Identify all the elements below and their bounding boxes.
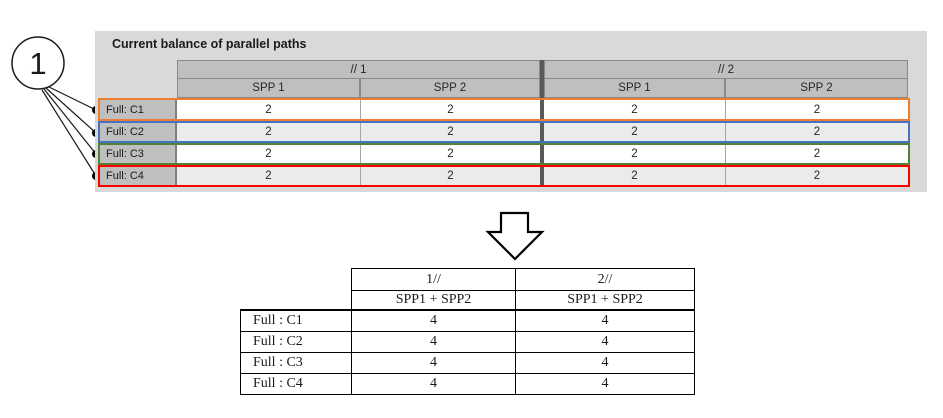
cell-c3-p1-spp2: 2 [360, 145, 540, 163]
group-header-p2: // 2 [544, 60, 908, 79]
spacer-cell [240, 290, 352, 311]
callout-line-c3 [43, 88, 97, 155]
bottom-row-label-c2: Full : C2 [240, 331, 352, 353]
bottom-group-header-2: 2// [515, 268, 695, 291]
cell-c2-p1-spp2: 2 [360, 123, 540, 141]
group-divider [540, 60, 544, 98]
aggregated-table: 1// 2// SPP1 + SPP2 SPP1 + SPP2 Full : C… [240, 268, 695, 395]
cell-c3-p2-spp2: 2 [725, 145, 908, 163]
bottom-cell-c1-1: 4 [351, 309, 516, 332]
cell-c4-p1-spp2: 2 [360, 167, 540, 185]
group-divider-segment [540, 167, 544, 185]
down-arrow-icon [485, 211, 545, 261]
cell-c3-p1-spp1: 2 [177, 145, 360, 163]
group-divider-segment [540, 123, 544, 141]
bottom-subheader-1: SPP1 + SPP2 [351, 290, 516, 311]
table-row-c1: Full: C1 2 2 2 2 [98, 98, 910, 121]
cell-c1-p2-spp1: 2 [544, 100, 725, 119]
cell-c1-p1-spp2: 2 [360, 100, 540, 119]
bottom-row-label-c3: Full : C3 [240, 352, 352, 374]
table-row-c2: Full: C2 2 2 2 2 [98, 121, 910, 143]
subheader-p1-spp1: SPP 1 [177, 78, 360, 98]
callout-circle [11, 36, 65, 90]
row-label-c3: Full: C3 [100, 145, 177, 163]
subheader-p2-spp2: SPP 2 [725, 78, 908, 98]
cell-c4-p1-spp1: 2 [177, 167, 360, 185]
group-divider-segment [540, 145, 544, 163]
callout-number: 1 [29, 46, 46, 81]
panel-title: Current balance of parallel paths [112, 37, 307, 51]
bottom-subheader-2: SPP1 + SPP2 [515, 290, 695, 311]
cell-c2-p2-spp1: 2 [544, 123, 725, 141]
bottom-cell-c2-2: 4 [515, 331, 695, 353]
subheader-p2-spp1: SPP 1 [544, 78, 725, 98]
cell-c3-p2-spp1: 2 [544, 145, 725, 163]
bottom-cell-c3-1: 4 [351, 352, 516, 374]
cell-c2-p1-spp1: 2 [177, 123, 360, 141]
bottom-row-label-c1: Full : C1 [240, 309, 352, 332]
current-balance-panel: Current balance of parallel paths // 1 /… [95, 31, 927, 192]
callout-line-c4 [41, 89, 97, 177]
row-label-c1: Full: C1 [100, 100, 177, 119]
table-row-c4: Full: C4 2 2 2 2 [98, 165, 910, 187]
group-divider-segment [540, 100, 544, 119]
bottom-row-label-c4: Full : C4 [240, 373, 352, 395]
bottom-cell-c2-1: 4 [351, 331, 516, 353]
group-header-p1: // 1 [177, 60, 540, 79]
callout-line-c1 [46, 85, 97, 111]
cell-c4-p2-spp2: 2 [725, 167, 908, 185]
table-row-c3: Full: C3 2 2 2 2 [98, 143, 910, 165]
bottom-cell-c3-2: 4 [515, 352, 695, 374]
bottom-group-header-1: 1// [351, 268, 516, 291]
callout-line-c2 [45, 87, 97, 134]
row-label-c2: Full: C2 [100, 123, 177, 141]
bottom-cell-c4-2: 4 [515, 373, 695, 395]
cell-c1-p1-spp1: 2 [177, 100, 360, 119]
spacer-cell [241, 269, 352, 291]
row-label-c4: Full: C4 [100, 167, 177, 185]
bottom-cell-c1-2: 4 [515, 309, 695, 332]
subheader-p1-spp2: SPP 2 [360, 78, 540, 98]
cell-c1-p2-spp2: 2 [725, 100, 908, 119]
cell-c2-p2-spp2: 2 [725, 123, 908, 141]
cell-c4-p2-spp1: 2 [544, 167, 725, 185]
bottom-cell-c4-1: 4 [351, 373, 516, 395]
